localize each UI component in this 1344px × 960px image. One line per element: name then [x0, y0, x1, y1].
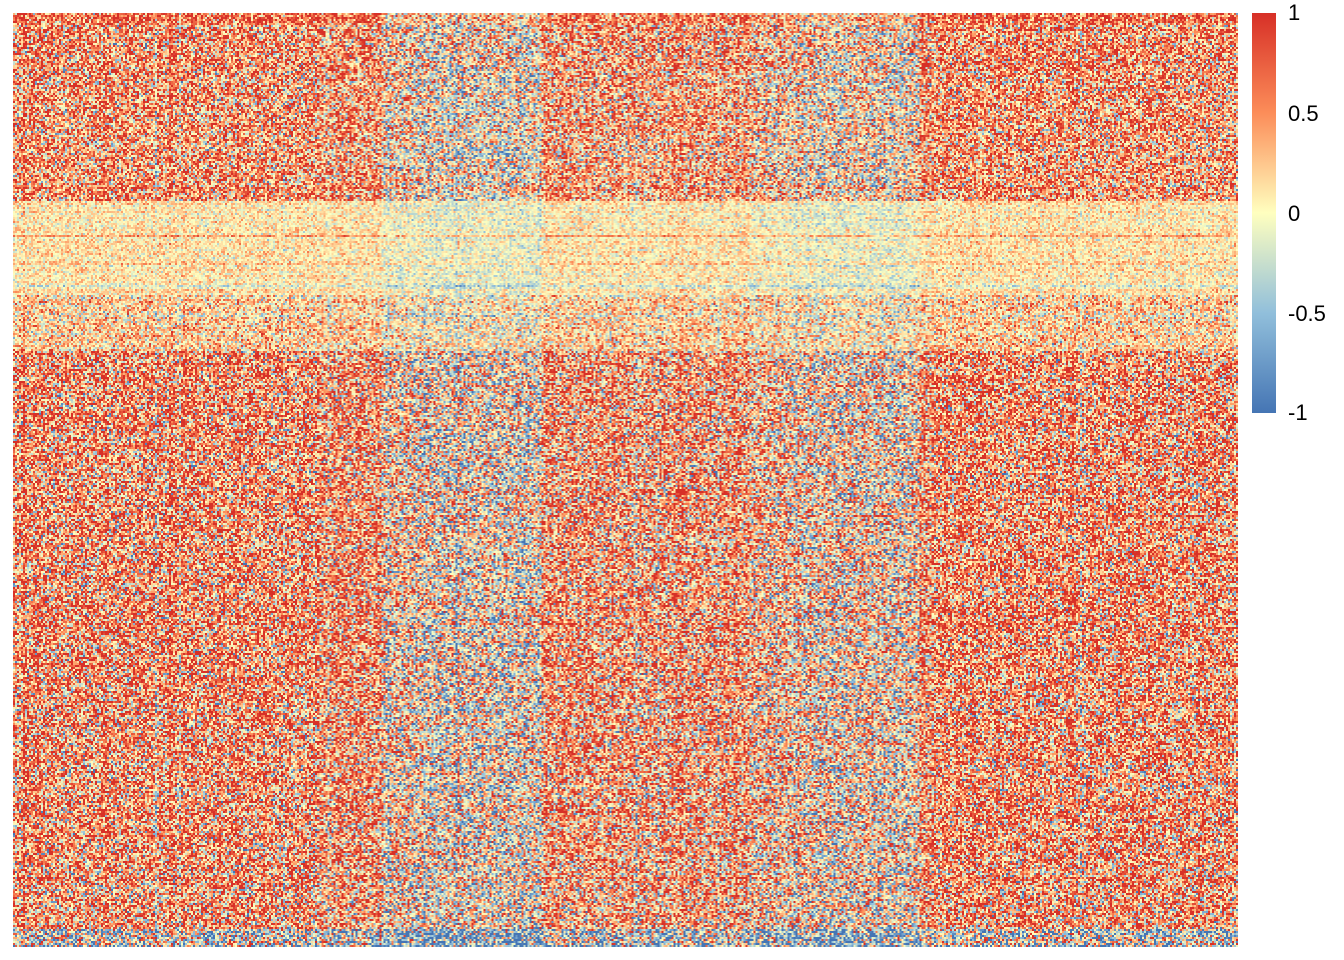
legend-tick-label: 0	[1288, 201, 1301, 226]
legend-tick-label: -0.5	[1288, 301, 1326, 326]
color-scale-legend	[1252, 13, 1276, 413]
legend-tick-label: 1	[1288, 0, 1301, 25]
legend-tick-label: -1	[1288, 400, 1308, 425]
legend-tick-label: 0.5	[1288, 101, 1319, 126]
heatmap-grid	[13, 13, 1238, 947]
